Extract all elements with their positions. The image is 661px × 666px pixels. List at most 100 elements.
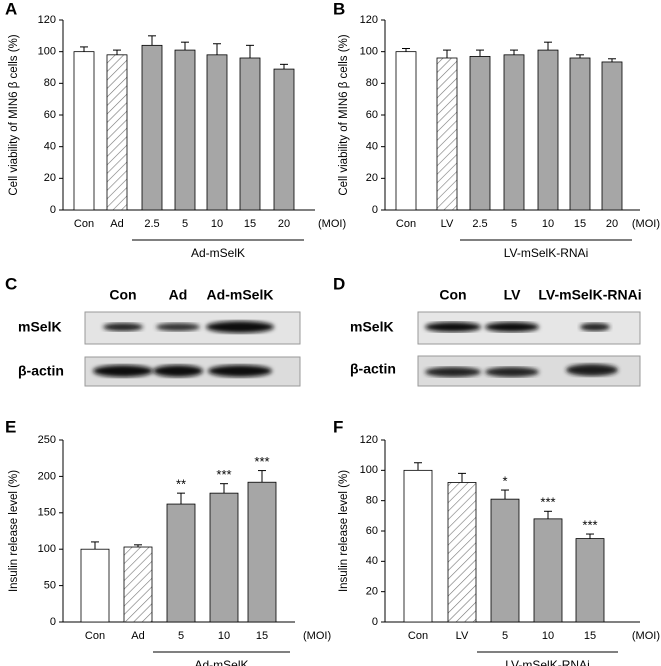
panel-label: C <box>5 274 17 293</box>
blot-header: Con <box>439 287 466 303</box>
x-unit: (MOI) <box>632 630 660 642</box>
bar <box>395 51 417 211</box>
x-tick-label: 15 <box>574 218 586 230</box>
y-tick-label: 0 <box>50 616 56 628</box>
panel-label: F <box>333 417 343 436</box>
x-tick-label: Ad <box>131 630 144 642</box>
y-tick-label: 20 <box>366 586 378 598</box>
bar <box>80 548 110 623</box>
x-tick-label: LV <box>456 630 469 642</box>
bar <box>436 57 458 211</box>
bar <box>123 546 153 623</box>
y-tick-label: 40 <box>366 141 378 153</box>
y-tick-label: 20 <box>366 172 378 184</box>
bar <box>447 482 477 623</box>
bar <box>174 49 196 211</box>
y-tick-label: 0 <box>372 616 378 628</box>
blot-header: Con <box>109 287 136 303</box>
blot-header: Ad-mSelK <box>207 287 274 303</box>
y-tick-label: 60 <box>44 109 56 121</box>
x-tick-label: 10 <box>211 218 223 230</box>
panel-label: D <box>333 274 345 293</box>
chart: 0 20 40 60 80 100 120 Insulin release level (%)… <box>338 434 660 666</box>
x-tick-label: Con <box>408 630 428 642</box>
band <box>206 321 274 333</box>
bar <box>141 44 163 211</box>
x-tick-label: 15 <box>584 630 596 642</box>
blot-header: LV <box>504 287 522 303</box>
y-tick-label: 200 <box>38 470 56 482</box>
y-axis-label: Cell viability of MIN6 β cells (%) <box>8 34 20 195</box>
panel-label: B <box>333 0 345 18</box>
band <box>425 322 481 332</box>
band <box>153 365 203 377</box>
blot-row: β-actin <box>350 361 396 377</box>
y-tick-label: 100 <box>38 543 56 555</box>
y-tick-label: 80 <box>44 77 56 89</box>
y-axis-label: Insulin release level (%) <box>8 470 20 592</box>
y-tick-label: 120 <box>360 14 378 26</box>
x-tick-label: Con <box>74 218 94 230</box>
blot-c: Con Ad Ad-mSelK mSelK β-actin <box>18 287 301 387</box>
x-tick-label: 5 <box>511 218 517 230</box>
bar <box>533 518 563 623</box>
bar <box>73 51 95 211</box>
blot-header: Ad <box>169 287 188 303</box>
significance-label: * <box>502 473 507 488</box>
bar <box>569 57 591 211</box>
x-tick-label: 20 <box>606 218 618 230</box>
y-tick-label: 60 <box>366 109 378 121</box>
panel-label: E <box>5 417 16 436</box>
y-tick-label: 100 <box>360 464 378 476</box>
blot-row: mSelK <box>18 319 62 335</box>
bar <box>503 54 525 211</box>
y-tick-label: 50 <box>44 580 56 592</box>
significance-label: *** <box>540 495 555 510</box>
y-tick-label: 250 <box>38 434 56 446</box>
x-tick-label: Con <box>396 218 416 230</box>
significance-label: *** <box>254 454 269 469</box>
blot-row: mSelK <box>350 319 394 335</box>
x-tick-label: 20 <box>278 218 290 230</box>
x-tick-label: 2.5 <box>144 218 159 230</box>
y-tick-label: 120 <box>360 434 378 446</box>
y-tick-label: 100 <box>38 46 56 58</box>
band <box>566 364 618 376</box>
x-tick-label: 5 <box>182 218 188 230</box>
chart: 0 20 40 60 80 100 120 Cell viability of MIN6 β … <box>338 14 660 260</box>
band <box>485 322 539 332</box>
bar <box>106 54 128 211</box>
x-unit: (MOI) <box>318 218 346 230</box>
bar <box>469 56 491 211</box>
significance-label: *** <box>216 467 231 482</box>
bar <box>247 481 277 623</box>
y-tick-label: 80 <box>366 77 378 89</box>
significance-label: *** <box>582 517 597 532</box>
group-label: Ad-mSelK <box>191 246 245 260</box>
bar <box>209 492 239 623</box>
band <box>103 323 143 331</box>
bar <box>490 498 520 623</box>
y-tick-label: 80 <box>366 495 378 507</box>
x-tick-label: 10 <box>542 630 554 642</box>
x-tick-label: 15 <box>244 218 256 230</box>
y-tick-label: 60 <box>366 525 378 537</box>
y-tick-label: 20 <box>44 172 56 184</box>
y-tick-label: 40 <box>366 555 378 567</box>
chart: 0 50 100 150 200 250 Insulin release level (%)… <box>8 434 331 666</box>
x-tick-label: 10 <box>218 630 230 642</box>
bar <box>537 49 559 211</box>
x-tick-label: 5 <box>178 630 184 642</box>
x-tick-label: 15 <box>256 630 268 642</box>
group-label: LV-mSelK-RNAi <box>505 658 589 666</box>
y-tick-label: 0 <box>372 204 378 216</box>
y-axis-label: Cell viability of MIN6 β cells (%) <box>338 34 350 195</box>
y-tick-label: 120 <box>38 14 56 26</box>
x-unit: (MOI) <box>303 630 331 642</box>
bar <box>601 61 623 211</box>
bar <box>206 54 228 211</box>
bar <box>273 68 295 211</box>
band <box>485 367 539 377</box>
band <box>580 323 610 331</box>
